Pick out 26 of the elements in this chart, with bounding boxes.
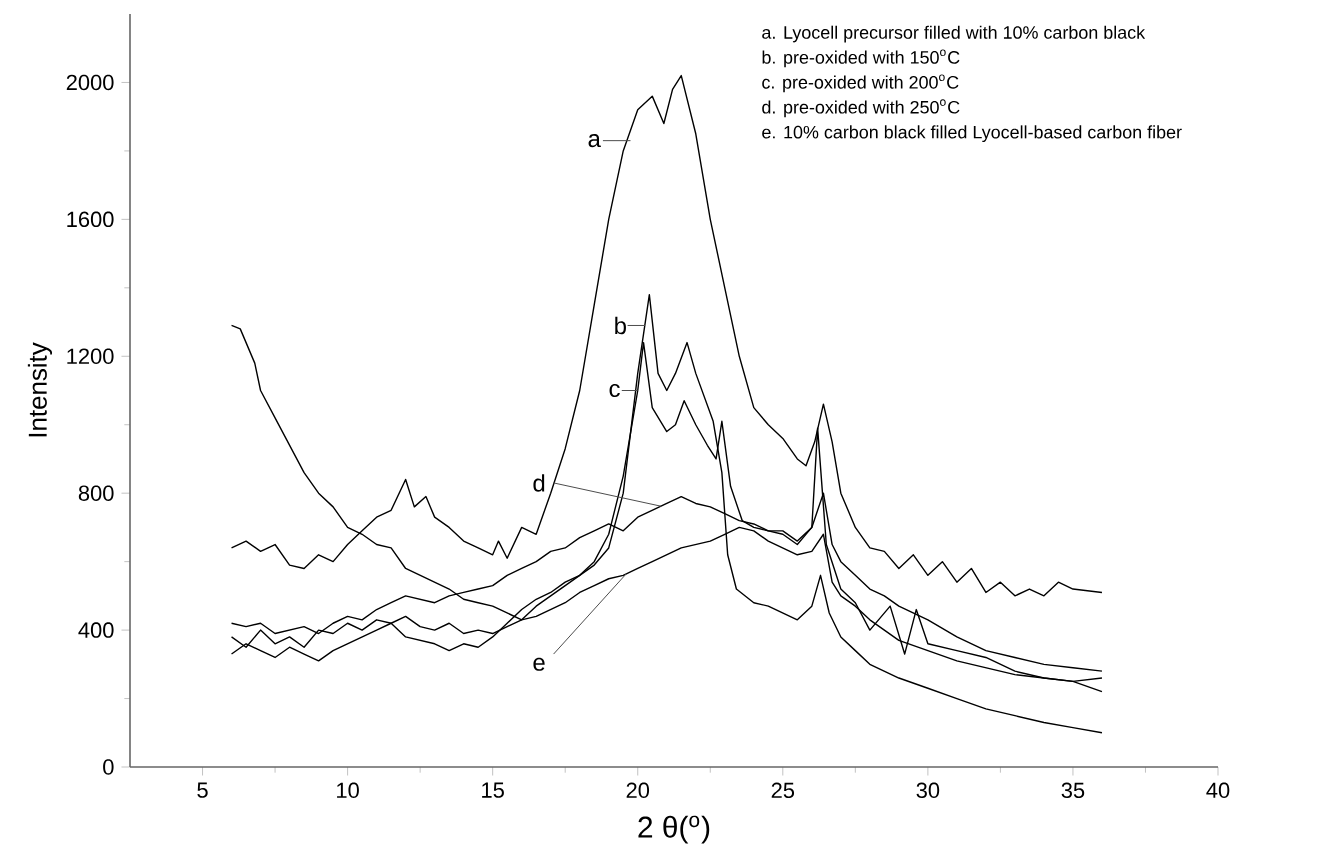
x-tick-label: 20 bbox=[626, 782, 650, 799]
x-tick-label: 40 bbox=[1206, 782, 1230, 799]
x-tick-label: 15 bbox=[482, 782, 504, 798]
x-tick-label: 25 bbox=[771, 782, 795, 799]
y-tick-label: 1200 bbox=[67, 348, 114, 365]
text: d bbox=[533, 474, 545, 492]
y-tick-label: 1600 bbox=[67, 211, 114, 228]
x-tick-label: 10 bbox=[337, 782, 359, 799]
series-label: e bbox=[533, 657, 545, 671]
x-axis-title: 2 θ($^{o}$) bbox=[638, 815, 710, 844]
y-tick-label: 0 bbox=[103, 759, 114, 775]
y-tick-label: 2000 bbox=[66, 74, 114, 91]
x-tick-label: 30 bbox=[916, 782, 940, 799]
y-tick-label: 800 bbox=[78, 485, 114, 501]
x-tick-label: 5 bbox=[197, 782, 208, 798]
annotation: b. pre-oxided with 150$^{o}$C bbox=[762, 49, 960, 68]
annotation: a. Lyocell precursor filled with 10% carbon black bbox=[762, 25, 1146, 43]
annotation: e. 10% carbon black filled Lyocell-based carbon fiber bbox=[762, 125, 1182, 143]
x-tick-label: 35 bbox=[1061, 782, 1085, 799]
y-axis-title: Intensity bbox=[27, 342, 53, 437]
series-label: b bbox=[615, 316, 626, 335]
annotation: d. pre-oxided with 250$^{o}$C bbox=[762, 99, 960, 118]
series-label: c bbox=[609, 383, 620, 398]
series-label: a bbox=[588, 134, 601, 148]
annotation: c. pre-oxided with 200$^{o}$C bbox=[762, 74, 959, 93]
y-tick-label: 400 bbox=[78, 622, 114, 638]
